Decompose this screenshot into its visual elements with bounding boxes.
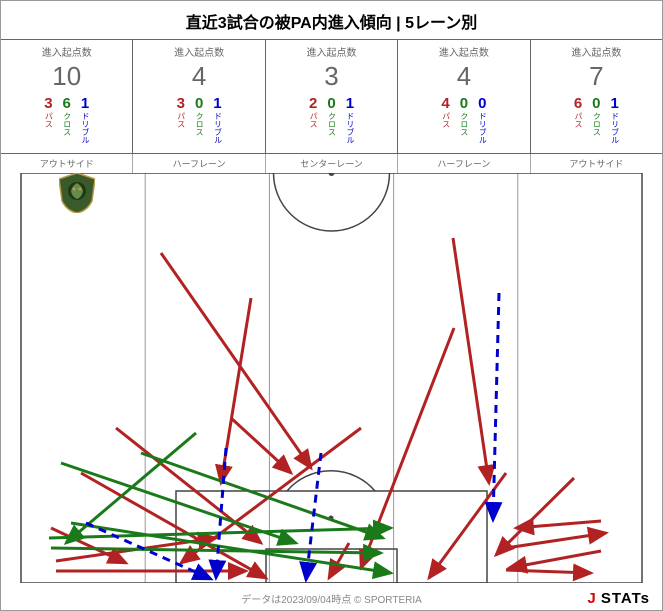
stat-total: 10 — [1, 61, 132, 92]
cross-count: 0クロス — [195, 96, 203, 149]
lane-name: センターレーン — [266, 154, 398, 173]
lane-name: ハーフレーン — [133, 154, 265, 173]
dribble-count: 1ドリブル — [213, 96, 221, 149]
lane-name: アウトサイド — [531, 154, 662, 173]
pass-count: 4パス — [441, 96, 449, 149]
stat-breakdown: 3パス 0クロス 1ドリブル — [133, 94, 264, 151]
jstats-text: STATs — [596, 590, 650, 607]
lane-stat: 進入起点数 4 4パス 0クロス 0ドリブル — [398, 40, 530, 153]
stat-breakdown: 6パス 0クロス 1ドリブル — [531, 94, 662, 151]
stat-total: 4 — [133, 61, 264, 92]
pass-count: 3パス — [177, 96, 185, 149]
pass-count: 3パス — [44, 96, 52, 149]
cross-count: 6クロス — [63, 96, 71, 149]
dribble-count: 1ドリブル — [611, 96, 619, 149]
footer-text: データは2023/09/04時点 © SPORTERIA — [1, 591, 662, 606]
stat-label: 進入起点数 — [133, 44, 264, 59]
stat-breakdown: 2パス 0クロス 1ドリブル — [266, 94, 397, 151]
stat-breakdown: 3パス 6クロス 1ドリブル — [1, 94, 132, 151]
pass-count: 2パス — [309, 96, 317, 149]
stat-total: 3 — [266, 61, 397, 92]
team-badge — [59, 173, 95, 213]
pitch-svg — [1, 173, 662, 583]
lane-stat: 進入起点数 4 3パス 0クロス 1ドリブル — [133, 40, 265, 153]
stat-total: 7 — [531, 61, 662, 92]
dribble-count: 1ドリブル — [81, 96, 89, 149]
stat-total: 4 — [398, 61, 529, 92]
jstats-j: J — [587, 590, 595, 607]
cross-count: 0クロス — [460, 96, 468, 149]
stat-label: 進入起点数 — [266, 44, 397, 59]
lane-stats-row: 進入起点数103パス6クロス1ドリブル進入起点数43パス0クロス1ドリブル進入起… — [1, 39, 662, 154]
lane-name: ハーフレーン — [398, 154, 530, 173]
lane-stat: 進入起点数 3 2パス 0クロス 1ドリブル — [266, 40, 398, 153]
pitch-area — [1, 173, 662, 588]
cross-count: 0クロス — [592, 96, 600, 149]
stat-label: 進入起点数 — [1, 44, 132, 59]
chart-title: 直近3試合の被PA内進入傾向 | 5レーン別 — [1, 1, 662, 39]
lane-name: アウトサイド — [1, 154, 133, 173]
lane-stat: 進入起点数 7 6パス 0クロス 1ドリブル — [531, 40, 662, 153]
lane-stat: 進入起点数 10 3パス 6クロス 1ドリブル — [1, 40, 133, 153]
stat-breakdown: 4パス 0クロス 0ドリブル — [398, 94, 529, 151]
dribble-count: 0ドリブル — [478, 96, 486, 149]
lane-labels-row: アウトサイドハーフレーンセンターレーンハーフレーンアウトサイド — [1, 154, 662, 173]
stat-label: 進入起点数 — [398, 44, 529, 59]
jstats-logo: J STATs — [587, 590, 650, 607]
pass-count: 6パス — [574, 96, 582, 149]
stat-label: 進入起点数 — [531, 44, 662, 59]
cross-count: 0クロス — [327, 96, 335, 149]
dribble-count: 1ドリブル — [346, 96, 354, 149]
chart-container: 直近3試合の被PA内進入傾向 | 5レーン別 進入起点数103パス6クロス1ドリ… — [0, 0, 663, 611]
